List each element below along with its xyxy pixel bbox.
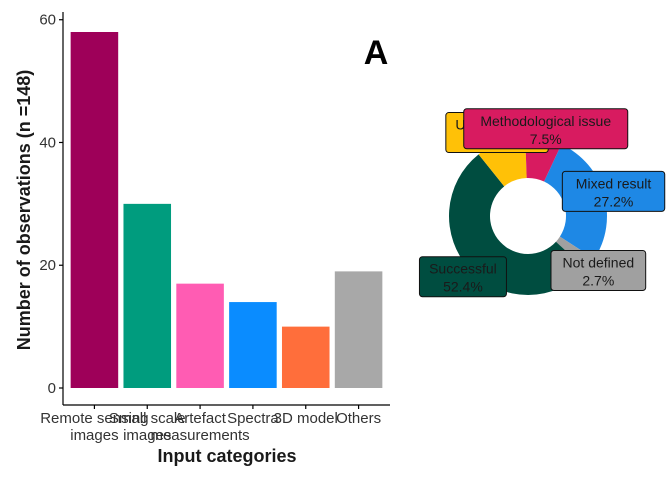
bar [334,271,383,388]
x-tick-label: Others [336,410,381,427]
x-tick-label-line: 3D model [274,410,338,427]
bar [123,203,172,388]
x-tick-label-line: Small scale [109,410,186,427]
donut-label-value: 7.5% [530,131,562,147]
x-tick-label: Small scale images [109,410,186,444]
donut-chart: Mixed result 27.2% Not defined 2.7% Successf… [418,108,666,298]
bar [229,302,277,388]
y-ticks: 0 20 40 60 [39,12,63,397]
x-tick-label-line: Others [336,410,381,427]
donut-label-value: 2.7% [582,273,614,289]
bar [176,283,224,388]
y-tick-label: 20 [39,257,56,274]
donut-label-name: Mixed result [576,175,652,191]
donut-label: Mixed result 27.2% [561,170,666,212]
donut-label-box [418,256,507,298]
y-tick-label: 0 [48,380,56,397]
bar [70,32,119,388]
x-tick-label-line: Remote sensing [40,410,148,427]
panel-label: A [364,34,389,72]
x-tick-label: Remote sensing images [40,410,148,444]
x-tick-label-line: images [70,427,118,444]
y-tick-label: 40 [39,134,56,151]
bar [281,326,330,388]
donut-label-name: Successful [429,261,497,277]
x-tick-label-line: Spectra [227,410,279,427]
donut-label-value: 52.4% [443,279,483,295]
y-axis-title: Number of observations (n =148) [14,70,34,351]
donut-label-name: Methodological issue [480,113,611,129]
donut-label: Successful 52.4% [418,256,507,298]
donut-labels: Mixed result 27.2% Not defined 2.7% Successf… [418,108,666,298]
x-tick-label: Artefact measurements [150,410,249,444]
donut-label-box [561,170,666,212]
x-tick-label-line: images [123,427,171,444]
x-tick-label: Spectra [227,410,279,427]
donut-label-value: 27.2% [594,193,634,209]
x-axis-title: Input categories [157,446,296,466]
donut-label: Methodological issue 7.5% [463,108,629,150]
x-tick-label-line: measurements [150,427,249,444]
donut-label-name: Not defined [563,255,635,271]
donut-label-box [463,108,629,150]
x-tick-label-line: Artefact [174,410,227,427]
donut-label: Not defined 2.7% [550,250,647,292]
bars [70,32,383,388]
y-tick-label: 60 [39,12,56,29]
donut-label-box [550,250,647,292]
x-tick-label: 3D model [274,410,338,427]
